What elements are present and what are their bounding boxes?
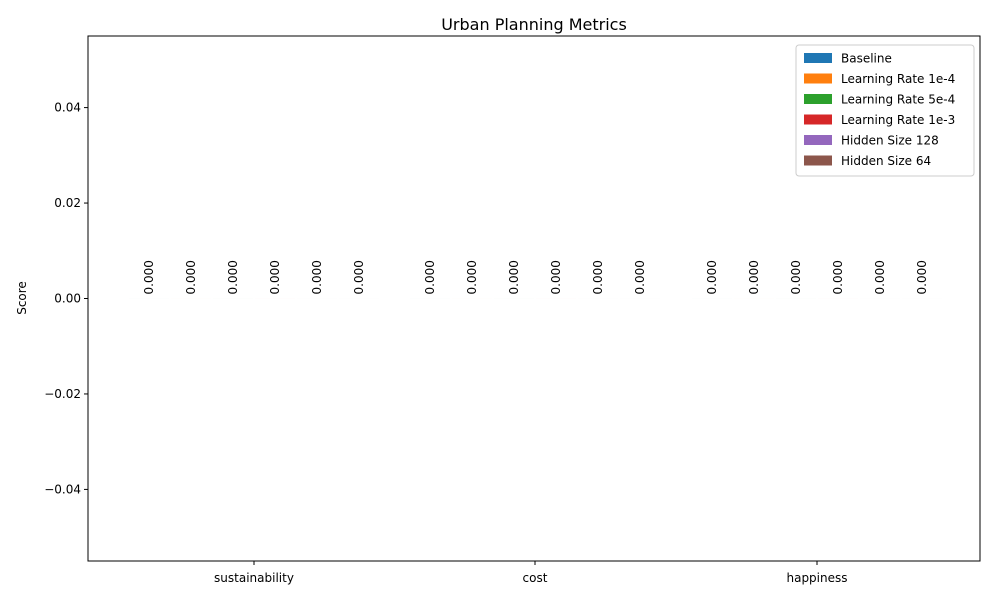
legend-entry: Learning Rate 5e-4 — [841, 93, 955, 107]
y-axis-label: Score — [15, 281, 29, 315]
y-tick-label: 0.02 — [54, 196, 81, 210]
y-tick-label: −0.04 — [44, 482, 81, 496]
bar-value-label: 0.000 — [873, 260, 887, 294]
chart-title: Urban Planning Metrics — [441, 15, 627, 34]
y-tick-label: 0.04 — [54, 101, 81, 115]
legend-swatch — [804, 94, 832, 104]
bar-value-label: 0.000 — [831, 260, 845, 294]
bar-value-label: 0.000 — [633, 260, 647, 294]
legend: Baseline Learning Rate 1e-4 Learning Rate … — [795, 44, 975, 177]
bar-value-label: 0.000 — [184, 260, 198, 294]
bar-value-label: 0.000 — [423, 260, 437, 294]
legend-entry: Baseline — [841, 52, 892, 66]
bar-value-label: 0.000 — [507, 260, 521, 294]
legend-swatch — [804, 114, 832, 125]
plot-frame — [87, 35, 981, 562]
legend-swatch — [804, 135, 832, 145]
legend-swatch — [804, 73, 832, 84]
bar-value-label: 0.000 — [747, 260, 761, 294]
y-tick-label: 0.00 — [54, 292, 81, 306]
legend-entry: Hidden Size 64 — [841, 154, 931, 168]
legend-entry: Hidden Size 128 — [841, 134, 939, 148]
bar-value-label: 0.000 — [226, 260, 240, 294]
x-tick-label: cost — [523, 571, 548, 585]
bar-value-label: 0.000 — [549, 260, 563, 294]
legend-swatch — [804, 53, 832, 63]
bar-value-label: 0.000 — [142, 260, 156, 294]
plot-area: −0.04 −0.02 0.00 0.02 0.04 sustainability cost… — [44, 101, 942, 585]
y-tick-label: −0.02 — [44, 387, 81, 401]
legend-entry: Learning Rate 1e-4 — [841, 72, 955, 86]
bar-value-label: 0.000 — [789, 260, 803, 294]
x-tick-label: sustainability — [214, 571, 294, 585]
bar-value-label: 0.000 — [591, 260, 605, 294]
bar-value-label: 0.000 — [310, 260, 324, 294]
bar-value-label: 0.000 — [915, 260, 929, 294]
legend-box — [795, 44, 975, 177]
legend-swatch — [804, 155, 832, 166]
bar-value-label: 0.000 — [268, 260, 282, 294]
x-tick-label: happiness — [786, 571, 847, 585]
legend-entry: Learning Rate 1e-3 — [841, 113, 955, 127]
bar-value-label: 0.000 — [352, 260, 366, 294]
bar-value-label: 0.000 — [465, 260, 479, 294]
bar-value-label: 0.000 — [705, 260, 719, 294]
